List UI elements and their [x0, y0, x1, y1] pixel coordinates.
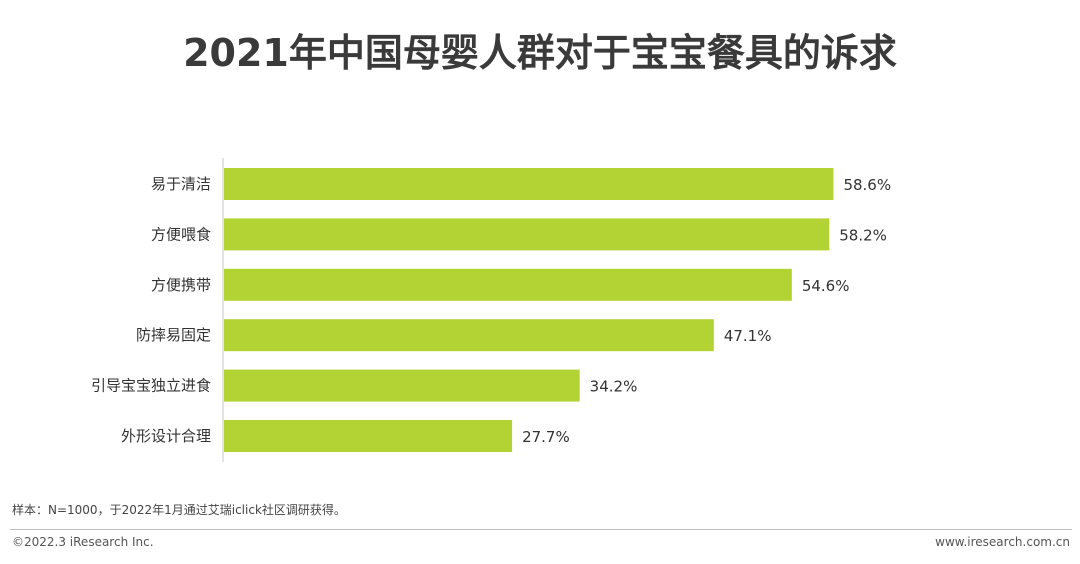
bar: [224, 420, 513, 452]
bar: [224, 369, 580, 402]
data-label: 34.2%: [590, 378, 638, 396]
category-label: 引导宝宝独立进食: [91, 377, 211, 395]
category-label: 易于清洁: [151, 175, 211, 193]
data-label: 47.1%: [724, 327, 772, 345]
chart-title: 2021年中国母婴人群对于宝宝餐具的诉求: [183, 31, 897, 75]
bar: [224, 319, 714, 352]
bar: [224, 268, 792, 301]
category-label: 防摔易固定: [136, 326, 211, 344]
website-link[interactable]: www.iresearch.com.cn: [935, 535, 1070, 549]
data-label: 58.2%: [839, 226, 887, 244]
bar: [224, 218, 830, 251]
category-label: 方便携带: [151, 276, 211, 294]
data-label: 58.6%: [843, 176, 891, 194]
data-label: 27.7%: [522, 428, 570, 446]
category-label: 方便喂食: [151, 225, 211, 243]
bar: [224, 168, 834, 200]
category-label: 外形设计合理: [121, 427, 211, 445]
bar-chart: 易于清洁 58.6% 方便喂食 58.2% 方便携带 54.6% 防摔易固定 47.1% 引导宝…: [91, 158, 891, 462]
copyright-text: ©2022.3 iResearch Inc.: [12, 535, 154, 549]
data-label: 54.6%: [802, 277, 850, 295]
footer-divider: [10, 529, 1072, 530]
sample-note: 样本：N=1000，于2022年1月通过艾瑞iclick社区调研获得。: [12, 503, 346, 517]
